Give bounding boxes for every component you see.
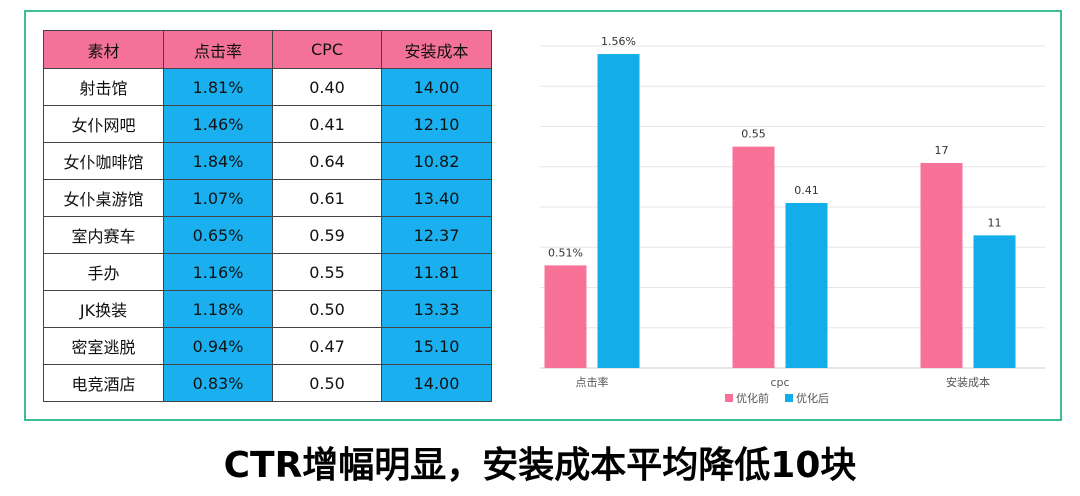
table-cell: 13.40 [381, 179, 492, 217]
bar [785, 202, 828, 368]
table-row: 女仆网吧 1.46% 0.41 12.10 [43, 105, 492, 143]
table-cell: 女仆桌游馆 [43, 179, 164, 217]
table-cell: 0.61 [272, 179, 382, 217]
bar [732, 146, 775, 368]
table-cell: 0.59 [272, 216, 382, 254]
table-cell: 12.10 [381, 105, 492, 143]
data-label: 0.55 [741, 128, 766, 141]
table-cell: 10.82 [381, 142, 492, 180]
legend-swatch [725, 394, 733, 402]
data-table: 素材 点击率 CPC 安装成本 射击馆 1.81% 0.40 14.00 女仆网吧 1.46% 0… [43, 30, 492, 402]
table-row: 手办 1.16% 0.55 11.81 [43, 253, 492, 291]
table-cell: JK换装 [43, 290, 164, 328]
frame [24, 10, 1062, 421]
table-cell: 0.65% [163, 216, 273, 254]
table-cell: 0.83% [163, 364, 273, 402]
x-tick-label: cpc [770, 376, 789, 389]
table-row: 女仆咖啡馆 1.84% 0.64 10.82 [43, 142, 492, 180]
data-label: 0.41 [794, 184, 819, 197]
chart: 点击率 0.51% 1.56% cpc 0.55 0.41 安装成本 17 11 优化前 优化后 [540, 35, 1045, 405]
table-cell: 0.64 [272, 142, 382, 180]
legend-swatch [785, 394, 793, 402]
data-label: 0.51% [548, 246, 583, 259]
header-cell: 安装成本 [381, 30, 492, 69]
data-label: 1.56% [601, 35, 636, 48]
table-row: 密室逃脱 0.94% 0.47 15.10 [43, 327, 492, 365]
bar [597, 54, 640, 369]
table-cell: 1.84% [163, 142, 273, 180]
table-cell: 1.46% [163, 105, 273, 143]
table-cell: 11.81 [381, 253, 492, 291]
table-row: 电竞酒店 0.83% 0.50 14.00 [43, 364, 492, 402]
bar [544, 265, 587, 368]
x-tick-label: 安装成本 [946, 375, 990, 389]
x-tick-label: 点击率 [576, 375, 609, 389]
caption: CTR增幅明显，安装成本平均降低10块 [223, 445, 857, 486]
table-cell: 室内赛车 [43, 216, 164, 254]
table-cell: 0.94% [163, 327, 273, 365]
table-cell: 0.55 [272, 253, 382, 291]
legend-label: 优化前 [736, 391, 769, 405]
data-label: 11 [988, 216, 1002, 229]
table-cell: 0.50 [272, 290, 382, 328]
table-cell: 0.47 [272, 327, 382, 365]
table-cell: 0.50 [272, 364, 382, 402]
table-cell: 1.07% [163, 179, 273, 217]
table-cell: 1.18% [163, 290, 273, 328]
table-cell: 14.00 [381, 364, 492, 402]
table-row: 女仆桌游馆 1.07% 0.61 13.40 [43, 179, 492, 217]
table-cell: 手办 [43, 253, 164, 291]
bar [973, 235, 1016, 368]
table-cell: 0.40 [272, 68, 382, 106]
data-label: 17 [935, 144, 949, 157]
table-cell: 电竞酒店 [43, 364, 164, 402]
table-cell: 15.10 [381, 327, 492, 365]
table-row: 室内赛车 0.65% 0.59 12.37 [43, 216, 492, 254]
table-cell: 14.00 [381, 68, 492, 106]
table-cell: 0.41 [272, 105, 382, 143]
table-body: 射击馆 1.81% 0.40 14.00 女仆网吧 1.46% 0.41 12.10 女仆咖啡馆… [43, 68, 492, 402]
legend-label: 优化后 [796, 391, 829, 405]
table-row: 射击馆 1.81% 0.40 14.00 [43, 68, 492, 106]
bar [920, 162, 963, 368]
table-cell: 1.16% [163, 253, 273, 291]
